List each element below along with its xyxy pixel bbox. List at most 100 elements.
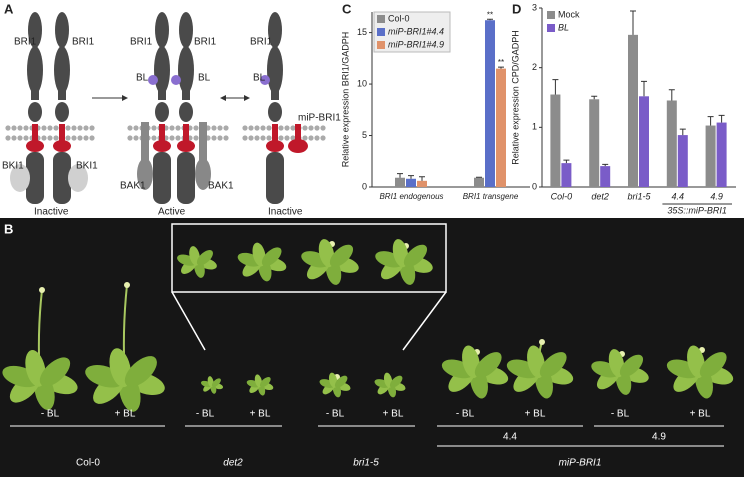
panel-label: D bbox=[512, 1, 521, 16]
lipid bbox=[23, 135, 29, 141]
bar bbox=[589, 99, 600, 187]
diagram-label: BRI1 bbox=[194, 37, 217, 48]
receptor-domain bbox=[54, 46, 70, 94]
error-bar bbox=[668, 89, 675, 101]
leaf bbox=[196, 250, 213, 266]
lipid bbox=[308, 135, 314, 141]
y-tick-label: 10 bbox=[357, 78, 367, 88]
lipid bbox=[169, 125, 175, 131]
receptor-domain bbox=[27, 46, 43, 94]
kinase bbox=[53, 152, 71, 204]
lipid bbox=[290, 135, 296, 141]
panel-label: A bbox=[4, 1, 14, 16]
lipid bbox=[47, 135, 53, 141]
diagram-label: BL bbox=[198, 73, 211, 84]
lipid bbox=[314, 135, 320, 141]
bak1 bbox=[141, 122, 149, 162]
mip-transmembrane bbox=[295, 124, 301, 142]
lipid bbox=[23, 125, 29, 131]
genotype-label: Col-0 bbox=[76, 458, 100, 469]
diagram-label: BAK1 bbox=[208, 181, 234, 192]
y-tick-label: 15 bbox=[357, 27, 367, 37]
legend-box bbox=[373, 11, 451, 53]
diagram-label: BRI1 bbox=[72, 37, 95, 48]
lipid bbox=[127, 125, 133, 131]
kinase bbox=[26, 152, 44, 204]
lipid bbox=[71, 125, 77, 131]
juxtamembrane bbox=[266, 140, 284, 152]
error-bar bbox=[707, 116, 714, 126]
y-axis-label: Relative expression CPD/GADPH bbox=[510, 30, 520, 165]
error-bar bbox=[487, 18, 493, 21]
lipid bbox=[260, 125, 266, 131]
leaf bbox=[539, 352, 567, 378]
bar bbox=[561, 163, 572, 187]
significance: ** bbox=[487, 10, 493, 19]
treatment-label: - BL bbox=[611, 409, 630, 420]
lipid bbox=[5, 125, 11, 131]
transmembrane bbox=[183, 124, 189, 142]
group-label: 35S::miP-BRI1 bbox=[667, 205, 727, 215]
kinase bbox=[153, 152, 171, 204]
lipid bbox=[314, 125, 320, 131]
bar bbox=[417, 180, 427, 187]
lipid bbox=[83, 135, 89, 141]
transmembrane bbox=[59, 124, 65, 142]
lipid bbox=[41, 135, 47, 141]
error-bar bbox=[408, 175, 414, 179]
error-bar bbox=[602, 163, 609, 167]
lipid bbox=[254, 135, 260, 141]
lipid bbox=[290, 125, 296, 131]
receptor-domain bbox=[155, 102, 169, 122]
diagram-label: BL bbox=[253, 73, 266, 84]
lipid bbox=[211, 125, 217, 131]
line-label: 4.9 bbox=[652, 432, 666, 443]
bar bbox=[550, 94, 561, 187]
lipid bbox=[308, 125, 314, 131]
bar bbox=[677, 135, 688, 187]
leaf bbox=[39, 357, 71, 387]
treatment-label: + BL bbox=[525, 409, 546, 420]
bar bbox=[705, 125, 716, 187]
panel-label: B bbox=[4, 221, 13, 236]
y-tick-label: 0 bbox=[362, 181, 367, 191]
lipid bbox=[278, 125, 284, 131]
leaf bbox=[124, 356, 157, 387]
bar bbox=[406, 178, 416, 187]
receptor-domain bbox=[158, 90, 166, 100]
flower bbox=[539, 339, 545, 345]
legend-label: Mock bbox=[558, 9, 580, 19]
lipid bbox=[53, 135, 59, 141]
juxtamembrane bbox=[26, 140, 44, 152]
diagram-label: BL bbox=[136, 73, 149, 84]
lipid bbox=[11, 135, 17, 141]
error-bar bbox=[718, 114, 725, 123]
lipid bbox=[133, 135, 139, 141]
mip-head bbox=[288, 139, 308, 153]
bak1 bbox=[195, 158, 211, 190]
leaf bbox=[619, 354, 644, 377]
lipid bbox=[175, 125, 181, 131]
photo-background bbox=[0, 218, 744, 477]
leaf bbox=[389, 375, 403, 388]
receptor-domain bbox=[182, 90, 190, 100]
treatment-label: - BL bbox=[326, 409, 345, 420]
genotype-label: det2 bbox=[223, 458, 243, 469]
lipid bbox=[169, 135, 175, 141]
significance: ** bbox=[498, 58, 504, 67]
lipid bbox=[133, 125, 139, 131]
lipid bbox=[223, 125, 229, 131]
flower bbox=[39, 287, 45, 293]
legend-swatch bbox=[377, 41, 385, 49]
lipid bbox=[41, 125, 47, 131]
lipid bbox=[47, 125, 53, 131]
juxtamembrane bbox=[153, 140, 171, 152]
receptor-domain bbox=[31, 90, 39, 100]
bar bbox=[716, 122, 727, 187]
receptor-domain bbox=[271, 90, 279, 100]
leaf bbox=[403, 244, 428, 267]
lipid bbox=[17, 135, 23, 141]
receptor-domain bbox=[268, 102, 282, 122]
treatment-label: + BL bbox=[250, 409, 271, 420]
leaf bbox=[259, 377, 271, 388]
